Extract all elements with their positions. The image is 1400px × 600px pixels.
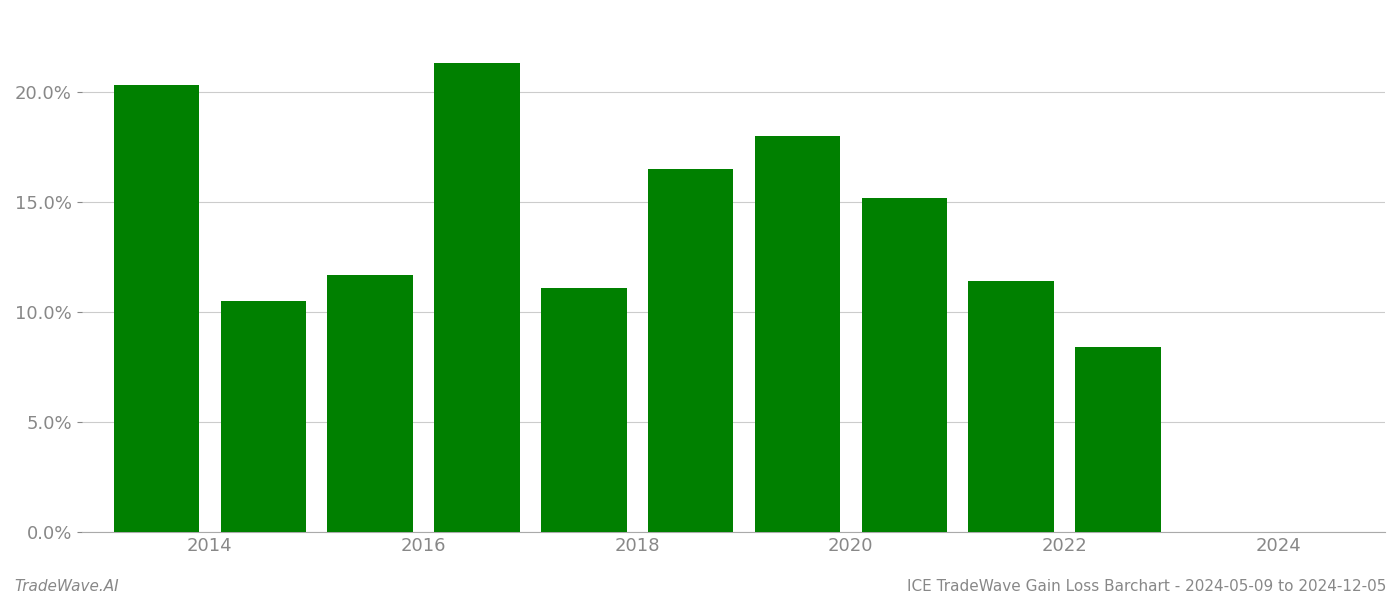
Text: TradeWave.AI: TradeWave.AI [14,579,119,594]
Bar [755,136,840,532]
Bar [221,301,307,532]
Bar [861,197,946,532]
Bar [434,64,519,532]
Bar [540,288,627,532]
Bar [113,85,199,532]
Bar [328,275,413,532]
Bar [648,169,734,532]
Text: ICE TradeWave Gain Loss Barchart - 2024-05-09 to 2024-12-05: ICE TradeWave Gain Loss Barchart - 2024-… [907,579,1386,594]
Bar [969,281,1054,532]
Bar [1075,347,1161,532]
